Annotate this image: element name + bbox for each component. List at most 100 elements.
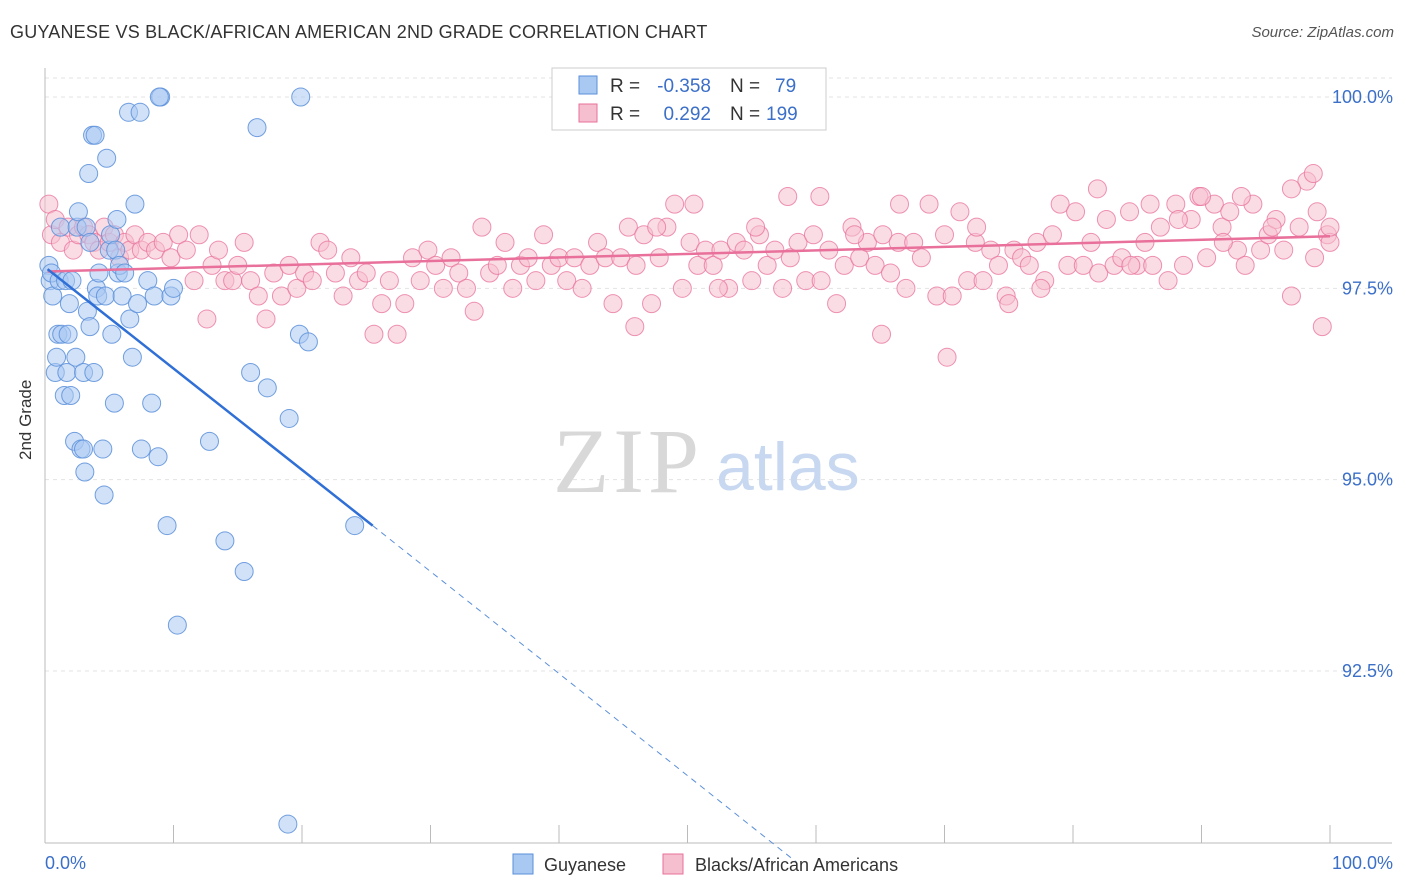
pink-point [881,263,901,283]
pink-point [778,186,798,206]
pink-point [803,225,823,245]
pink-point [1231,186,1251,206]
blue-point [95,286,115,306]
blue-point [157,516,177,536]
pink-point [827,294,847,314]
x-tick-label-max: 100.0% [1332,853,1393,873]
blue-point [80,232,100,252]
pink-point [1307,202,1327,222]
pink-point [1213,232,1233,252]
pink-point [1305,248,1325,268]
pink-point [356,263,376,283]
pink-point [746,217,766,237]
pink-point [153,232,173,252]
pink-point [197,309,217,329]
pink-point [464,301,484,321]
pink-point [1320,217,1340,237]
pink-point [665,194,685,214]
blue-point [122,347,142,367]
blue-point [59,294,79,314]
pink-point [999,294,1019,314]
pink-point [248,286,268,306]
pink-point [1087,179,1107,199]
pink-point [379,271,399,291]
pink-point [773,278,793,298]
pink-point [1312,317,1332,337]
pink-point [872,324,892,344]
pink-point [642,294,662,314]
pink-point [845,225,865,245]
legend-bottom-swatch-pink [662,853,684,875]
pink-point [1235,255,1255,275]
blue-point [47,347,67,367]
pink-point [372,294,392,314]
pink-point [611,248,631,268]
legend-n-label-2: N = [730,104,760,125]
pink-point [472,217,492,237]
pink-point [318,240,338,260]
blue-point [215,531,235,551]
pink-point [1096,209,1116,229]
series-legend: Guyanese Blacks/African Americans [512,853,898,875]
pink-point [433,278,453,298]
blue-point [345,516,365,536]
blue-point [97,148,117,168]
pink-point [410,271,430,291]
pink-point [208,240,228,260]
pink-point [649,248,669,268]
blue-point [131,439,151,459]
pink-point [487,255,507,275]
blue-point [104,393,124,413]
pink-point [911,248,931,268]
blue-point [74,439,94,459]
blue-point [112,286,132,306]
pink-point [1150,217,1170,237]
blue-point [68,202,88,222]
pink-point [557,271,577,291]
pink-point [935,225,954,245]
blue-point [278,814,298,834]
pink-point [647,217,667,237]
chart-title: GUYANESE VS BLACK/AFRICAN AMERICAN 2ND G… [10,22,708,42]
pink-point [364,324,384,344]
pink-points [39,164,1340,367]
blue-point [89,263,109,283]
pink-point [1197,248,1217,268]
blue-point [85,125,105,145]
pink-point [988,255,1008,275]
blue-point [75,462,95,482]
pink-point [810,186,830,206]
legend-r-value-1: -0.358 [657,76,711,97]
pink-point [1174,255,1194,275]
pink-point [711,240,731,260]
pink-point [418,240,438,260]
pink-point [1073,255,1093,275]
pink-point [1281,179,1301,199]
pink-point [1120,202,1140,222]
legend-bottom-label-guyanese: Guyanese [544,855,626,875]
pink-point [873,225,893,245]
pink-point [449,263,469,283]
pink-point [503,278,523,298]
blue-point [247,118,267,138]
pink-point [1303,164,1323,184]
source-label: Source: ZipAtlas.com [1251,24,1394,41]
stats-legend: R = -0.358 N = 79 R = 0.292 N = 199 [551,67,827,131]
pink-point [287,278,307,298]
pink-point [603,294,623,314]
blue-point [128,294,148,314]
pink-point [684,194,704,214]
pink-point [1274,240,1294,260]
pink-point [1121,255,1141,275]
blue-point [50,217,70,237]
blue-point [234,562,254,582]
pink-point [1281,286,1301,306]
blue-point [298,332,318,352]
blue-point [164,278,183,298]
trend-lines [46,235,1331,863]
blue-point [84,363,104,383]
pink-point [1031,278,1051,298]
pink-point [937,347,957,367]
blue-point [279,408,299,428]
blue-point [291,87,311,107]
